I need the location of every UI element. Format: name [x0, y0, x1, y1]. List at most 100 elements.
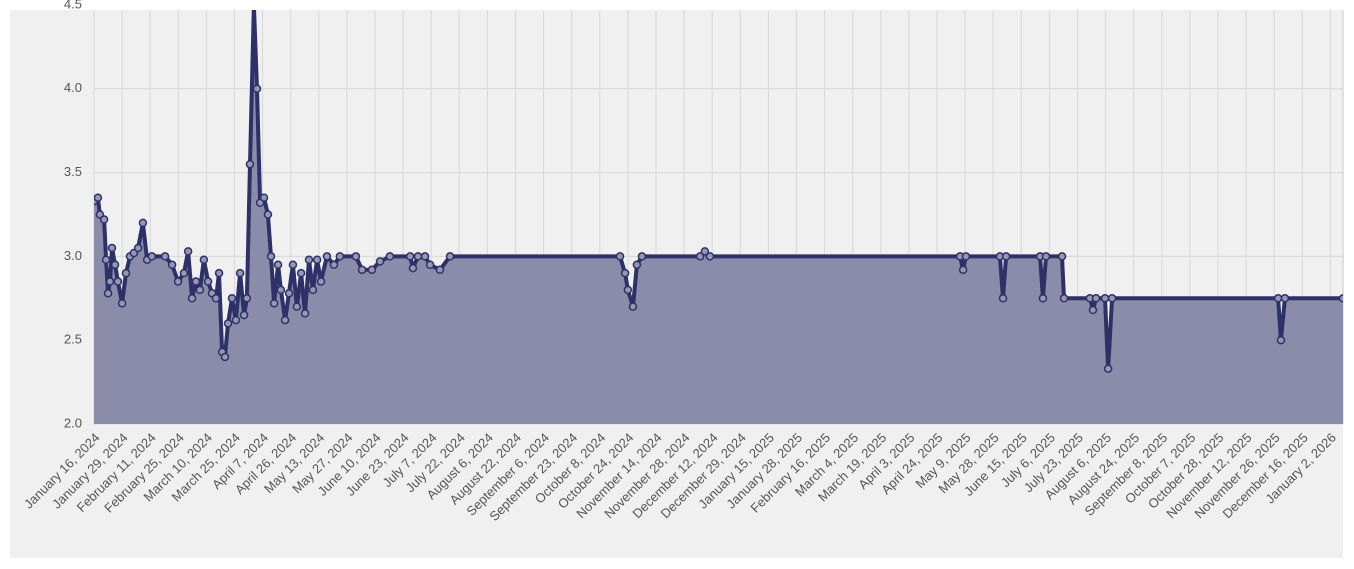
point — [266, 252, 276, 261]
point — [958, 265, 968, 275]
point — [110, 260, 120, 270]
point — [322, 252, 332, 261]
point — [700, 247, 710, 256]
point — [628, 302, 638, 311]
point — [214, 268, 224, 278]
point — [187, 294, 197, 303]
plot-area — [94, 10, 1343, 424]
point — [1059, 294, 1069, 303]
point — [413, 252, 423, 261]
point — [335, 252, 345, 261]
point — [220, 352, 230, 362]
y-tick-label: 2.5 — [64, 332, 82, 347]
point — [632, 260, 642, 270]
y-tick-label: 4.5 — [64, 0, 82, 11]
point — [998, 294, 1008, 303]
point — [312, 255, 322, 265]
point — [296, 268, 306, 278]
point — [231, 315, 241, 325]
point — [173, 277, 183, 286]
point — [147, 252, 157, 261]
point — [385, 252, 395, 261]
point — [375, 257, 385, 266]
point — [408, 263, 418, 273]
point — [276, 285, 286, 295]
point — [121, 268, 131, 278]
point — [223, 319, 233, 328]
point — [113, 277, 123, 286]
point — [203, 277, 213, 286]
point — [329, 260, 339, 270]
y-tick-label: 3.0 — [64, 248, 82, 263]
y-tick-label: 4.0 — [64, 80, 82, 95]
point — [133, 243, 143, 253]
point — [357, 265, 367, 275]
point — [239, 310, 249, 320]
point — [273, 260, 283, 270]
point — [227, 294, 237, 303]
point — [351, 252, 361, 261]
point — [167, 260, 177, 270]
point — [1338, 294, 1343, 303]
point — [211, 294, 221, 303]
point — [1001, 252, 1011, 261]
point — [304, 255, 314, 265]
point — [300, 309, 310, 318]
y-tick-label: 2.0 — [64, 415, 82, 430]
point — [103, 289, 113, 298]
point — [263, 210, 273, 219]
point — [705, 252, 715, 261]
point — [615, 252, 625, 261]
point — [425, 260, 435, 270]
point — [620, 268, 630, 278]
point — [99, 215, 109, 224]
point — [1103, 364, 1113, 373]
point — [179, 268, 189, 278]
point — [242, 294, 252, 303]
point — [1057, 252, 1067, 261]
point — [445, 252, 455, 261]
point — [245, 159, 255, 169]
point — [1280, 294, 1290, 303]
point — [1276, 335, 1286, 345]
point — [1107, 294, 1117, 303]
point — [117, 299, 127, 308]
point — [105, 277, 115, 286]
point — [1038, 294, 1048, 303]
point — [160, 252, 170, 261]
point — [435, 265, 445, 275]
point — [259, 193, 269, 202]
point — [107, 243, 117, 253]
area — [94, 10, 1343, 424]
point — [101, 255, 111, 265]
point — [252, 84, 262, 94]
point — [183, 247, 193, 256]
point — [961, 252, 971, 261]
point — [308, 285, 318, 295]
point — [1088, 305, 1098, 315]
point — [280, 315, 290, 325]
point — [191, 277, 201, 286]
point — [316, 277, 326, 286]
point — [1273, 294, 1283, 303]
point — [269, 299, 279, 308]
point — [1091, 294, 1101, 303]
point — [405, 252, 415, 261]
point — [1100, 294, 1110, 303]
point — [195, 285, 205, 295]
point — [623, 285, 633, 295]
point — [695, 252, 705, 261]
point — [420, 252, 430, 261]
point — [235, 268, 245, 278]
point — [367, 265, 377, 275]
point — [288, 260, 298, 270]
point — [637, 252, 647, 261]
y-tick-label: 3.5 — [64, 164, 82, 179]
point — [199, 255, 209, 265]
point — [292, 302, 302, 311]
point — [94, 193, 103, 202]
point — [284, 289, 294, 298]
point — [1041, 252, 1051, 261]
